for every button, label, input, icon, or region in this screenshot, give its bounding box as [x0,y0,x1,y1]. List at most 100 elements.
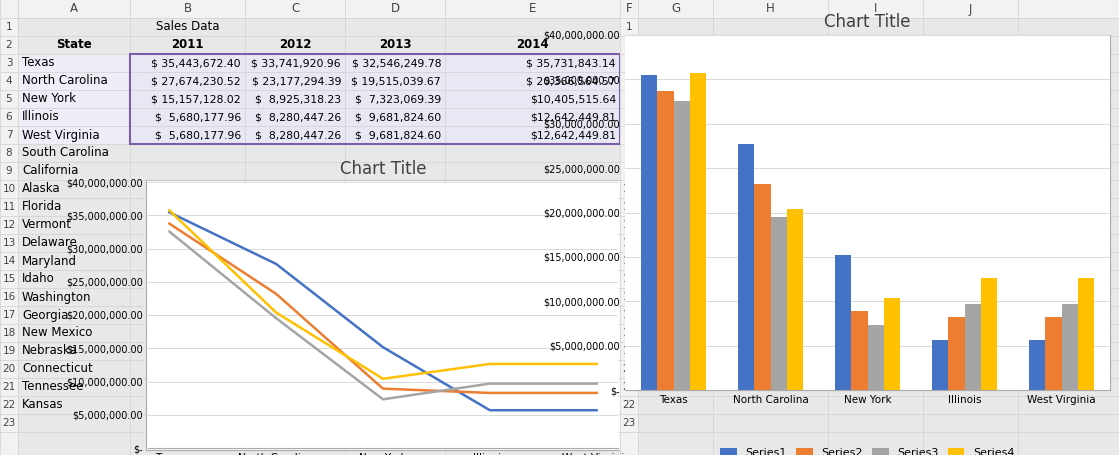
Line: Series3: Series3 [169,232,596,399]
Text: Kansas: Kansas [22,399,64,411]
Text: 2012: 2012 [279,39,311,51]
Series1 [376,344,389,350]
Line: Series2: Series2 [169,223,596,393]
Bar [737,144,754,390]
Text: New York: New York [22,92,76,106]
Text: $ 33,741,920.96: $ 33,741,920.96 [252,58,341,68]
Text: $12,642,449.81: $12,642,449.81 [530,112,615,122]
Text: 21: 21 [622,382,636,392]
Text: New Mexico: New Mexico [22,327,93,339]
Text: $12,642,449.81: $12,642,449.81 [530,130,615,140]
Text: 15: 15 [622,274,636,284]
Bar [867,325,884,390]
Series1 [483,408,497,413]
Text: Vermont: Vermont [22,218,72,232]
Text: 2: 2 [626,40,632,50]
Bar [771,217,787,390]
Text: 15: 15 [2,274,16,284]
Text: 1: 1 [6,22,12,32]
Text: 9: 9 [626,166,632,176]
Text: 17: 17 [2,310,16,320]
Text: 23: 23 [2,418,16,428]
Text: Connecticut: Connecticut [22,363,93,375]
Text: 9: 9 [6,166,12,176]
Bar [0,0,18,455]
Text: $ 35,443,672.40: $ 35,443,672.40 [151,58,241,68]
Text: 13: 13 [2,238,16,248]
Text: 3: 3 [6,58,12,68]
Text: 2013: 2013 [378,39,412,51]
Text: $  8,925,318.23: $ 8,925,318.23 [255,94,341,104]
Text: $ 35,731,843.14: $ 35,731,843.14 [527,58,615,68]
Text: 2: 2 [6,40,12,50]
Text: Idaho: Idaho [22,273,55,285]
Text: 6: 6 [626,112,632,122]
Bar [620,0,1119,18]
Text: 23: 23 [622,418,636,428]
Text: $ 15,157,128.02: $ 15,157,128.02 [151,94,241,104]
Text: 21: 21 [2,382,16,392]
Series1 [590,408,603,413]
Text: Georgia: Georgia [22,308,68,322]
Text: $ 27,674,230.52: $ 27,674,230.52 [151,76,241,86]
Text: $ 32,546,249.78: $ 32,546,249.78 [351,58,441,68]
Text: State: State [56,39,92,51]
Bar [884,298,901,390]
Text: F: F [626,2,632,15]
Text: 7: 7 [6,130,12,140]
Bar [852,311,867,390]
Text: North Carolina: North Carolina [22,75,107,87]
Text: 17: 17 [622,310,636,320]
Text: Nebraska: Nebraska [22,344,77,358]
Text: 22: 22 [622,400,636,410]
Text: 2014: 2014 [516,39,548,51]
Text: Texas: Texas [22,56,55,70]
Series2 [483,390,497,396]
Text: $  5,680,177.96: $ 5,680,177.96 [154,112,241,122]
Text: 12: 12 [622,220,636,230]
Bar [130,72,620,90]
Text: 5: 5 [6,94,12,104]
Text: 14: 14 [2,256,16,266]
Text: 4: 4 [626,76,632,86]
Text: 19: 19 [622,346,636,356]
Text: $ 20,366,564.57: $ 20,366,564.57 [526,76,615,86]
Bar [690,73,706,390]
Text: West Virginia: West Virginia [22,128,100,142]
Series1 [162,210,176,215]
Bar [0,0,620,18]
Bar [130,90,620,108]
Series4 [162,207,176,213]
Text: 22: 22 [2,400,16,410]
Bar [754,184,771,390]
Text: 14: 14 [622,256,636,266]
Series3 [376,397,389,402]
Text: 20: 20 [622,364,636,374]
Series4 [270,310,283,315]
Bar [787,209,803,390]
Text: A: A [70,2,78,15]
Legend: Series1, Series2, Series3, Series4: Series1, Series2, Series3, Series4 [716,444,1019,455]
Series4 [376,376,389,382]
Bar [130,54,620,72]
Bar [1062,304,1078,390]
Bar [657,91,674,390]
Bar [18,90,130,108]
Text: $10,405,515.64: $10,405,515.64 [529,94,615,104]
Series4 [483,361,497,367]
Series3 [270,315,283,321]
Title: Chart Title: Chart Title [825,13,911,30]
Text: Tennessee: Tennessee [22,380,84,394]
Bar [1028,339,1045,390]
Text: $  8,280,447.26: $ 8,280,447.26 [255,112,341,122]
Bar [626,35,1110,390]
Text: G: G [671,2,680,15]
Text: H: H [767,2,774,15]
Text: Florida: Florida [22,201,63,213]
Text: 8: 8 [6,148,12,158]
Bar [130,108,620,126]
Text: $  7,323,069.39: $ 7,323,069.39 [355,94,441,104]
Bar [640,76,657,390]
Series3 [162,229,176,234]
Text: 2011: 2011 [171,39,204,51]
